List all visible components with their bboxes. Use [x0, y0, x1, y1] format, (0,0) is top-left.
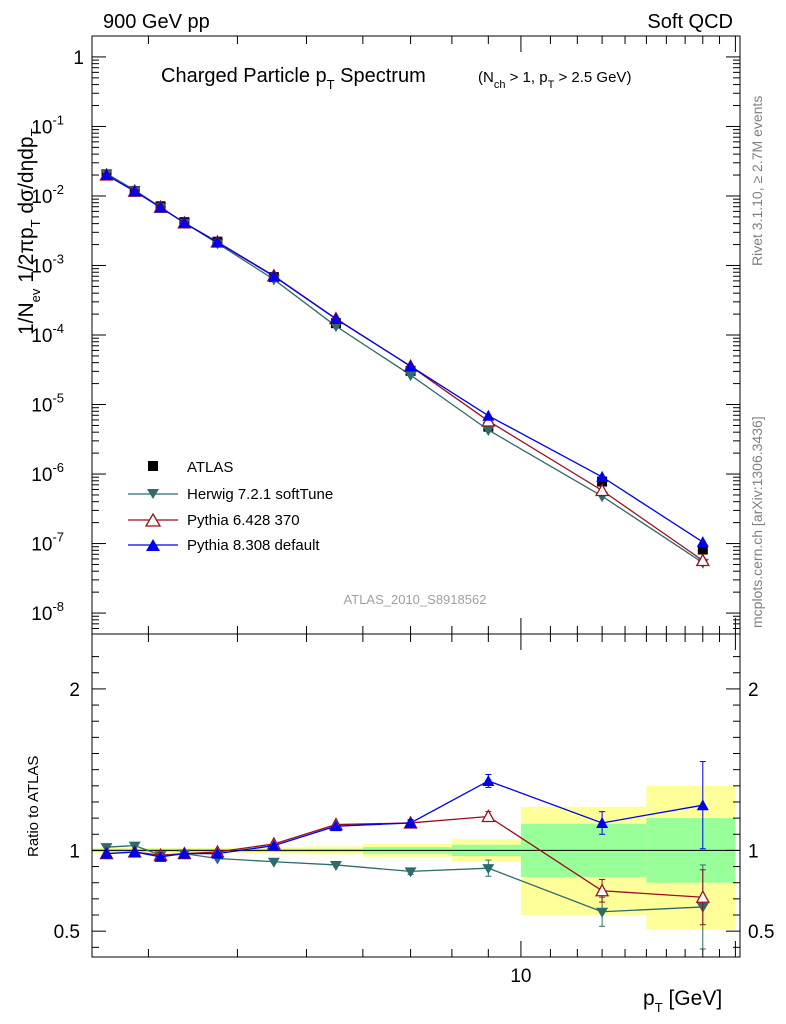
- main-series-1: [100, 169, 709, 569]
- ratio-point: [128, 846, 141, 858]
- data-point: [482, 409, 495, 421]
- main-y-tick-label: 10-1: [31, 112, 64, 138]
- data-point: [211, 236, 224, 248]
- analysis-id: ATLAS_2010_S8918562: [344, 592, 487, 607]
- legend-label-herwig: Herwig 7.2.1 softTune: [187, 486, 333, 503]
- legend-marker-triangle-up: [146, 539, 160, 551]
- legend-entry-pythia8: Pythia 8.308 default: [128, 537, 320, 554]
- main-y-axis-label: 1/Nev 1/2πpT dσ/dηdpT: [15, 128, 43, 335]
- data-point: [128, 185, 141, 197]
- x-tick-label: 10: [510, 966, 531, 987]
- ratio-y-tick-label-left: 2: [69, 680, 80, 701]
- main-y-tick-label: 10-7: [31, 530, 64, 556]
- ratio-point: [596, 907, 609, 918]
- main-y-tick-label: 10-6: [31, 460, 64, 486]
- ratio-point: [695, 889, 710, 903]
- ratio-point: [482, 864, 495, 875]
- ratio-y-tick-label-left: 0.5: [54, 922, 80, 943]
- data-point: [100, 168, 113, 180]
- ratio-point: [596, 816, 609, 828]
- data-point: [267, 270, 280, 282]
- ratio-y-tick-label-right: 0.5: [748, 922, 774, 943]
- legend-entry-pythia6: Pythia 6.428 370: [128, 512, 300, 529]
- data-point: [178, 216, 191, 228]
- ratio-point: [329, 860, 342, 871]
- main-y-tick-label: 10-5: [31, 391, 64, 417]
- legend-marker-square: [148, 461, 158, 471]
- mcplots-reference-label: mcplots.cern.ch [arXiv:1306.3436]: [749, 416, 765, 628]
- legend-marker-triangle-up-open: [144, 512, 162, 527]
- ratio-point: [404, 816, 417, 828]
- main-series-3: [100, 168, 709, 548]
- ratio-point: [211, 847, 224, 859]
- energy-label: 900 GeV pp: [103, 11, 210, 33]
- legend-label-atlas: ATLAS: [187, 459, 233, 476]
- legend: ATLAS Herwig 7.2.1 softTune Pythia 6.428…: [128, 459, 333, 554]
- legend-entry-herwig: Herwig 7.2.1 softTune: [128, 486, 333, 503]
- series-line: [106, 173, 704, 564]
- data-point: [595, 483, 610, 497]
- ratio-panel-series: [99, 761, 710, 950]
- legend-entry-atlas: ATLAS: [148, 459, 233, 476]
- ratio-point: [595, 883, 610, 897]
- rivet-version-label: Rivet 3.1.10, ≥ 2.7M events: [749, 96, 765, 266]
- data-point: [697, 544, 708, 555]
- legend-marker-triangle-down: [147, 489, 159, 499]
- ratio-point: [178, 847, 191, 859]
- ratio-y-axis-label: Ratio to ATLAS: [25, 756, 42, 857]
- ratio-point: [404, 867, 417, 878]
- ratio-y-tick-label-right: 1: [748, 841, 759, 862]
- category-label: Soft QCD: [647, 11, 733, 33]
- ratio-series-2: [100, 761, 709, 862]
- plot-cuts: (Nch > 1, pT > 2.5 GeV): [478, 69, 631, 91]
- data-point: [404, 360, 417, 372]
- data-point: [696, 536, 709, 548]
- ratio-point: [481, 809, 496, 823]
- data-point: [596, 470, 609, 482]
- ratio-y-tick-label-left: 1: [69, 841, 80, 862]
- main-y-tick-label: 1: [73, 48, 84, 69]
- data-point: [154, 201, 167, 213]
- legend-label-pythia8: Pythia 8.308 default: [187, 537, 320, 554]
- ratio-point: [267, 857, 280, 868]
- data-point: [482, 425, 495, 436]
- data-point: [329, 312, 342, 324]
- ratio-frame: [91, 633, 741, 958]
- main-y-tick-label: 10-8: [31, 599, 64, 625]
- plot-title: Charged Particle pT Spectrum: [161, 65, 426, 92]
- legend-label-pythia6: Pythia 6.428 370: [187, 512, 300, 529]
- ratio-point: [482, 774, 495, 786]
- ratio-uncertainty-bands: [92, 785, 740, 930]
- data-point: [404, 371, 417, 382]
- main-panel-series: [99, 167, 710, 569]
- data-point: [695, 553, 710, 567]
- ratio-y-tick-label-right: 2: [748, 680, 759, 701]
- ratio-point: [696, 799, 709, 811]
- ratio-point: [100, 847, 113, 859]
- ratio-point: [154, 850, 167, 862]
- ratio-point: [329, 820, 342, 832]
- x-axis-label: pT [GeV]: [643, 987, 722, 1015]
- data-point: [329, 322, 342, 333]
- ratio-point: [267, 839, 280, 851]
